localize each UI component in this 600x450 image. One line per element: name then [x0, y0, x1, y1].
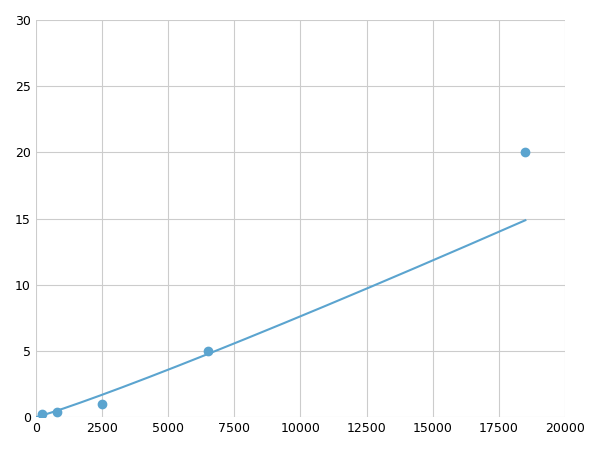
- Point: [203, 347, 212, 355]
- Point: [38, 411, 47, 418]
- Point: [97, 400, 107, 408]
- Point: [52, 408, 62, 415]
- Point: [521, 149, 530, 156]
